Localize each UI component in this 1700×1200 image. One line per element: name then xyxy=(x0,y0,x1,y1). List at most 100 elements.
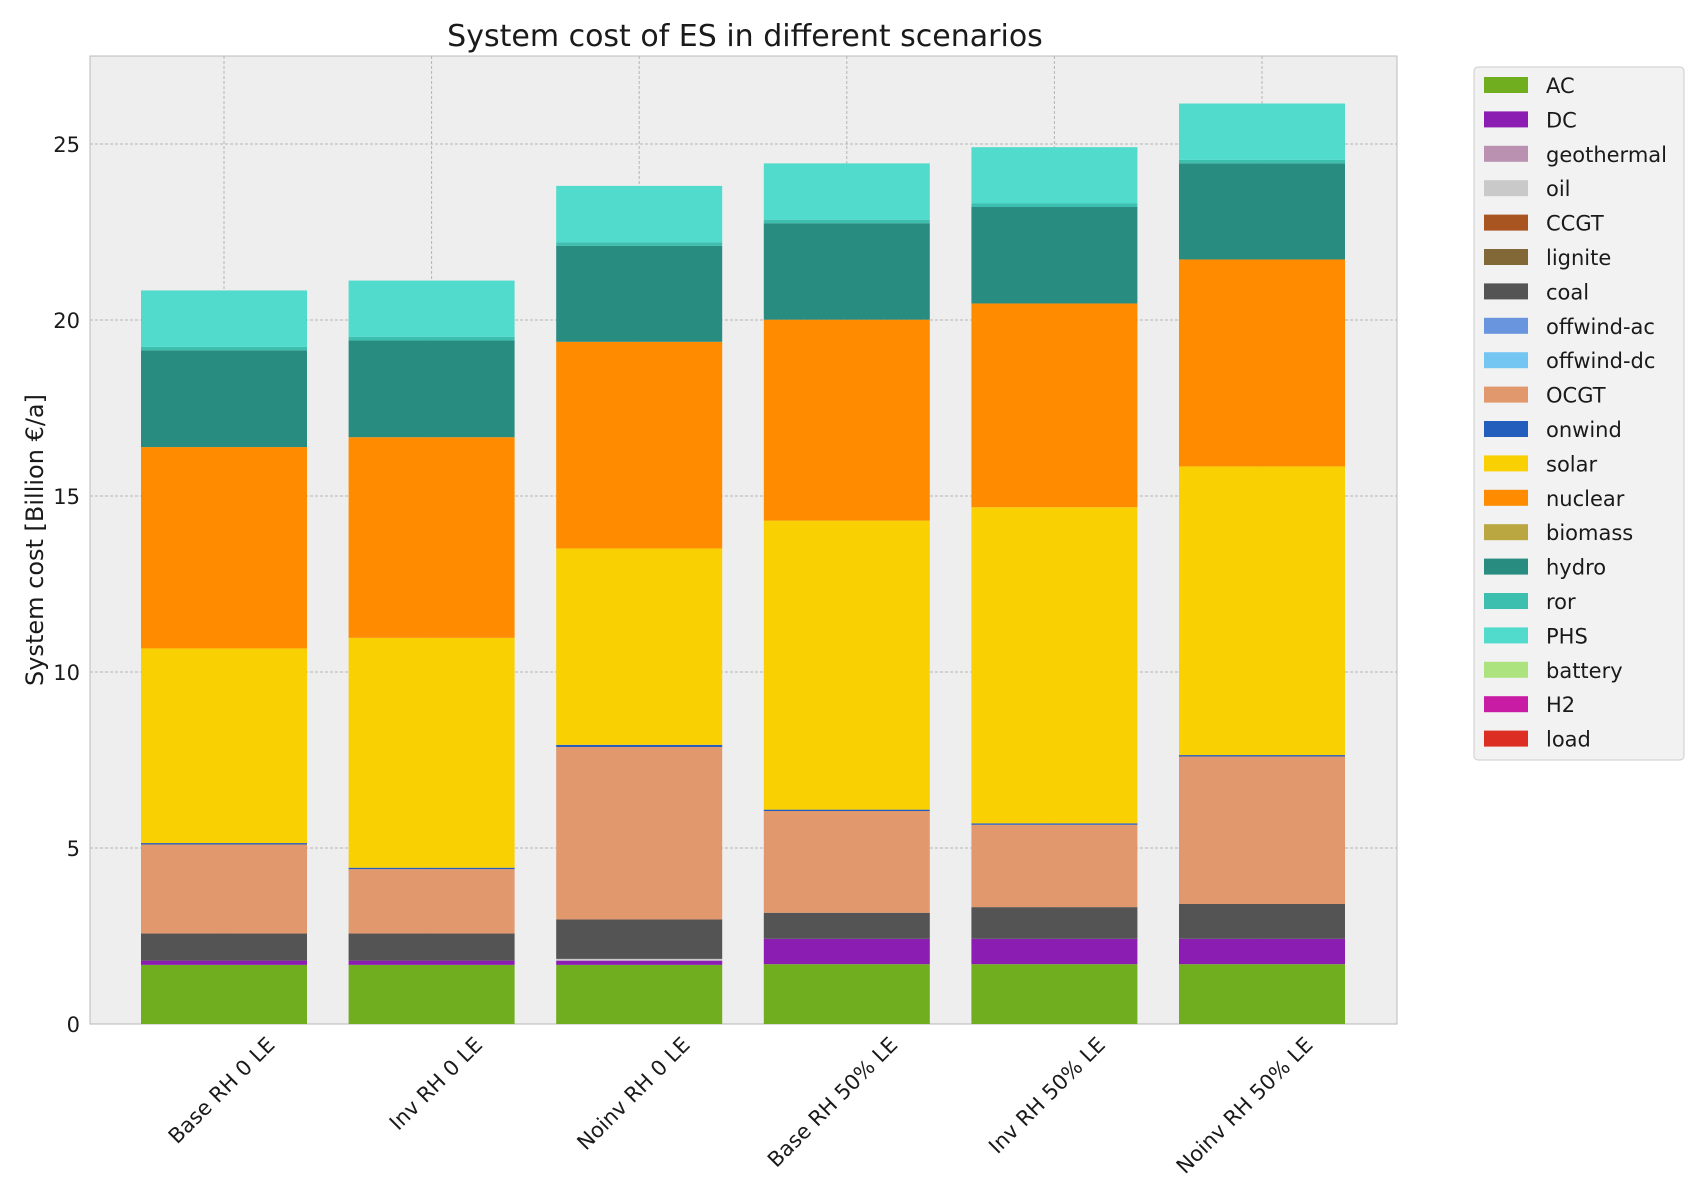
legend-label: hydro xyxy=(1546,556,1606,580)
y-tick-label: 25 xyxy=(53,133,80,157)
bar-segment-coal xyxy=(1179,903,1345,939)
legend-label: geothermal xyxy=(1546,143,1667,167)
bar-segment-ac xyxy=(971,964,1138,1024)
bar-segment-hydro xyxy=(763,223,930,320)
bar-segment-solar xyxy=(1179,466,1345,756)
bar-segment-dc xyxy=(556,960,723,965)
legend-swatch xyxy=(1484,524,1528,541)
bar-segment-onwind xyxy=(348,867,515,870)
legend-frame xyxy=(1473,66,1685,761)
legend-swatch xyxy=(1484,386,1528,403)
bar-segment-nuclear xyxy=(1179,259,1345,467)
x-tick-label: Noinv RH 50% LE xyxy=(1172,1033,1318,1179)
bar-segment-ror xyxy=(971,203,1138,208)
legend-label: offwind-ac xyxy=(1546,315,1655,339)
bar-segment-ocgt xyxy=(556,746,723,920)
bar-segment-ror xyxy=(763,219,930,224)
bar-segment-phs xyxy=(971,147,1138,204)
bar-segment-ac xyxy=(141,964,307,1024)
bar-segment-coal xyxy=(763,912,930,939)
bar-segment-solar xyxy=(971,507,1138,824)
bar-segment-solar xyxy=(556,548,723,745)
bar-segment-hydro xyxy=(971,207,1138,304)
bar-segment-phs xyxy=(763,163,930,220)
x-tick-label: Base RH 50% LE xyxy=(763,1033,902,1172)
bar-segment-nuclear xyxy=(141,447,307,649)
legend-label: onwind xyxy=(1546,418,1622,442)
bar-segment-ocgt xyxy=(1179,756,1345,904)
bar-segment-dc xyxy=(763,938,930,965)
bar-segment-nuclear xyxy=(971,303,1138,508)
bar-segment-ocgt xyxy=(141,844,307,934)
bar-segment-dc xyxy=(1179,938,1345,965)
legend-swatch xyxy=(1484,421,1528,437)
bar-segment-onwind xyxy=(141,843,307,845)
bar-segment-dc xyxy=(971,938,1138,965)
legend-label: nuclear xyxy=(1546,487,1625,511)
legend-swatch xyxy=(1484,489,1528,506)
bar-segment-ac xyxy=(763,964,930,1024)
x-tick-label: Noinv RH 0 LE xyxy=(572,1033,694,1155)
y-axis: 0 5 10 15 20 25 xyxy=(53,133,80,1037)
y-tick-label: 15 xyxy=(53,485,80,509)
bar-segment-phs xyxy=(556,185,723,243)
bar-segment-phs xyxy=(348,280,515,337)
bar-segment-ocgt xyxy=(763,811,930,913)
legend-swatch xyxy=(1484,317,1528,334)
legend-swatch xyxy=(1484,696,1528,713)
legend-swatch xyxy=(1484,593,1528,609)
legend-label: coal xyxy=(1546,280,1589,304)
bar-segment-dc xyxy=(348,960,515,965)
bar-segment-onwind xyxy=(763,809,930,812)
legend-label: oil xyxy=(1546,177,1571,201)
chart-title: System cost of ES in different scenarios xyxy=(447,19,1043,54)
bar-segment-ror xyxy=(1179,159,1345,164)
y-tick-label: 20 xyxy=(53,309,80,333)
bar-segment-phs xyxy=(141,290,307,347)
bar-segment-coal xyxy=(141,933,307,961)
legend-swatch xyxy=(1484,111,1528,128)
bar-segment-nuclear xyxy=(763,319,930,521)
bar-segment-oil xyxy=(556,958,723,961)
bar-segment-ac xyxy=(556,964,723,1024)
bar-segment-hydro xyxy=(141,350,307,448)
bar-segment-solar xyxy=(763,520,930,810)
bar-segment-nuclear xyxy=(556,341,723,549)
legend-label: DC xyxy=(1546,108,1577,132)
bar-segment-coal xyxy=(348,933,515,961)
bar-segment-onwind xyxy=(1179,755,1345,757)
legend-swatch xyxy=(1484,283,1528,300)
y-tick-label: 10 xyxy=(53,661,80,685)
y-tick-label: 0 xyxy=(67,1013,80,1037)
bar-segment-ac xyxy=(348,964,515,1024)
bar-segment-solar xyxy=(141,648,307,844)
x-axis: Base RH 0 LE Inv RH 0 LE Noinv RH 0 LE Base… xyxy=(164,1033,1318,1179)
bar-segment-onwind xyxy=(971,823,1138,825)
legend-swatch xyxy=(1484,661,1528,678)
legend-label: H2 xyxy=(1546,693,1575,717)
legend: AC DC geothermal oil CCGT lignite coal offwind-… xyxy=(1473,66,1685,761)
y-tick-label: 5 xyxy=(67,837,80,861)
bar-segment-coal xyxy=(971,907,1138,939)
bar-segment-ocgt xyxy=(348,869,515,934)
legend-label: biomass xyxy=(1546,521,1633,545)
x-tick-label: Base RH 0 LE xyxy=(164,1033,280,1149)
legend-label: lignite xyxy=(1546,246,1611,270)
bar-segment-hydro xyxy=(348,340,515,438)
legend-label: CCGT xyxy=(1546,212,1604,236)
bar-segment-coal xyxy=(556,919,723,959)
bar-segment-ac xyxy=(1179,964,1345,1024)
bar-segment-ror xyxy=(556,242,723,246)
bar-segment-phs xyxy=(1179,103,1345,160)
legend-label: load xyxy=(1546,728,1591,752)
legend-swatch xyxy=(1484,180,1528,197)
bar-segment-ror xyxy=(348,336,515,341)
legend-label: solar xyxy=(1546,452,1597,476)
legend-swatch xyxy=(1484,145,1528,162)
bars xyxy=(141,103,1345,1024)
legend-swatch xyxy=(1484,77,1528,93)
bar-segment-ocgt xyxy=(971,824,1138,908)
x-tick-label: Inv RH 0 LE xyxy=(385,1033,487,1135)
legend-label: ror xyxy=(1546,590,1576,614)
